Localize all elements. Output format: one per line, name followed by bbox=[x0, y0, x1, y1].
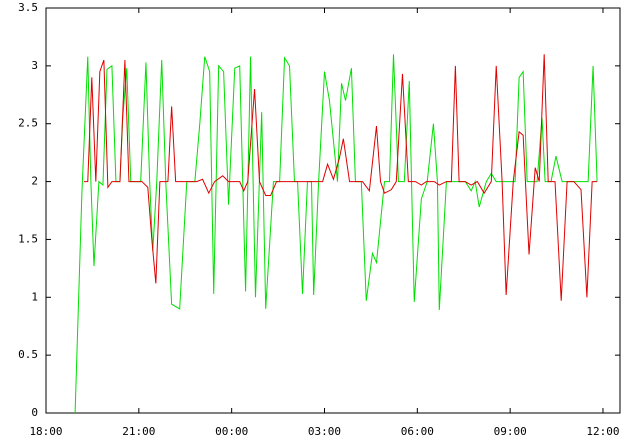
x-tick-label: 06:00 bbox=[401, 425, 434, 438]
x-tick-label: 18:00 bbox=[29, 425, 62, 438]
x-tick-label: 09:00 bbox=[494, 425, 527, 438]
y-tick-label: 3 bbox=[31, 59, 38, 72]
y-tick-label: 2.5 bbox=[18, 117, 38, 130]
y-tick-label: 0 bbox=[31, 406, 38, 419]
data-line bbox=[74, 54, 598, 414]
y-tick-label: 3.5 bbox=[18, 1, 38, 14]
plot-frame bbox=[45, 7, 621, 414]
x-tick-label: 12:00 bbox=[586, 425, 619, 438]
data-line bbox=[84, 54, 598, 301]
y-tick-label: 2 bbox=[31, 175, 38, 188]
x-tick-label: 21:00 bbox=[122, 425, 155, 438]
x-tick-label: 03:00 bbox=[308, 425, 341, 438]
x-tick-label: 00:00 bbox=[215, 425, 248, 438]
y-tick-label: 1.5 bbox=[18, 232, 38, 245]
y-tick-label: 0.5 bbox=[18, 348, 38, 361]
y-tick-label: 1 bbox=[31, 290, 38, 303]
